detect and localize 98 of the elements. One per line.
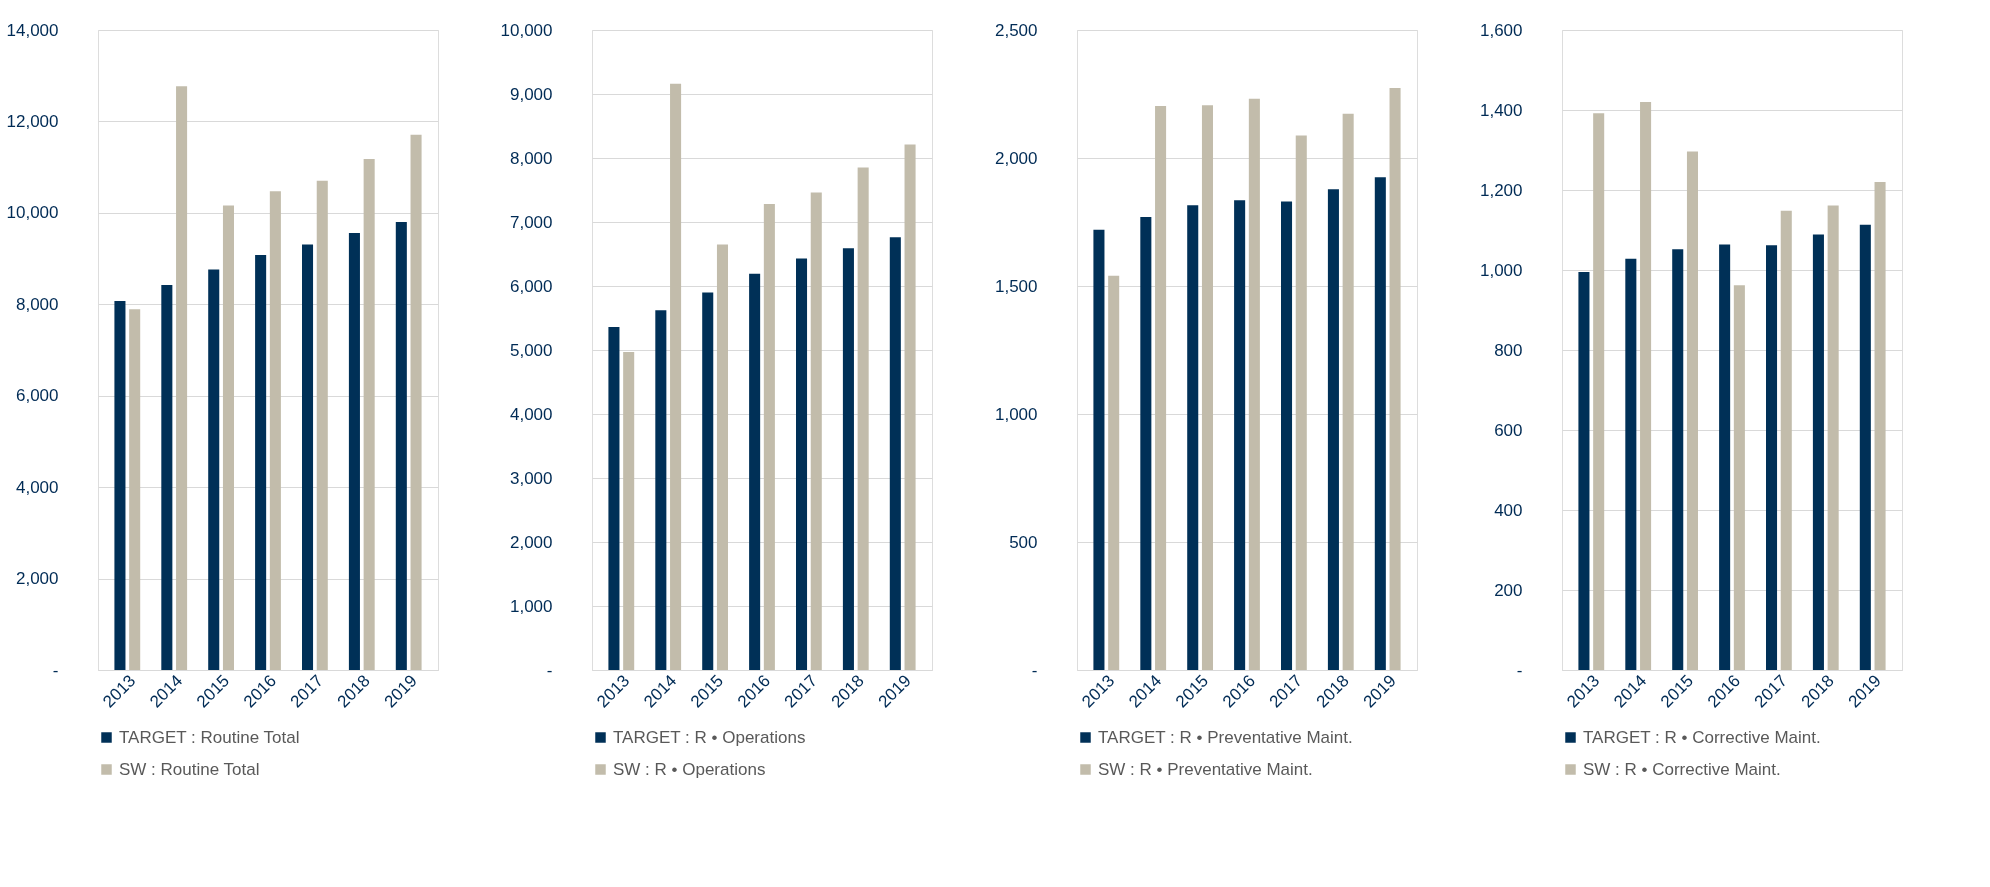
bar: [810, 192, 822, 670]
bar: [749, 273, 761, 670]
bar: [796, 258, 808, 670]
y-tick-label: 5,000: [509, 340, 553, 360]
y-tick-label: 1,000: [1479, 260, 1523, 280]
bar: [763, 204, 775, 670]
y-tick-label: -: [1516, 660, 1523, 680]
y-tick-label: 800: [1494, 340, 1523, 360]
y-tick-label: 2,500: [994, 20, 1038, 40]
bar: [1093, 229, 1105, 670]
bar: [1672, 249, 1684, 670]
bar: [1155, 106, 1167, 670]
legend-label: SW : R • Operations: [613, 759, 766, 779]
bar: [857, 167, 869, 670]
bar: [363, 158, 375, 670]
bar: [1374, 177, 1386, 670]
y-tick-label: 200: [1494, 580, 1523, 600]
bar: [1719, 244, 1731, 670]
bar: [1812, 234, 1824, 670]
y-tick-label: 6,000: [509, 276, 553, 296]
y-tick-label: 1,600: [1479, 20, 1523, 40]
y-tick-label: 400: [1494, 500, 1523, 520]
bar: [1874, 182, 1886, 670]
bar: [904, 144, 916, 670]
y-tick-label: 10,000: [500, 20, 553, 40]
bar: [716, 244, 728, 670]
y-tick-label: -: [546, 660, 553, 680]
bar: [410, 134, 422, 670]
y-tick-label: 1,000: [994, 404, 1038, 424]
legend-label: TARGET : Routine Total: [119, 727, 300, 747]
y-tick-label: 1,500: [994, 276, 1038, 296]
bar: [1201, 105, 1213, 670]
legend-label: TARGET : R • Operations: [613, 727, 806, 747]
bar: [608, 326, 620, 670]
y-tick-label: 1,400: [1479, 100, 1523, 120]
bar: [114, 301, 126, 670]
legend-label: SW : Routine Total: [119, 759, 260, 779]
legend-label: SW : R • Preventative Maint.: [1098, 759, 1313, 779]
y-tick-label: 4,000: [509, 404, 553, 424]
legend-label: TARGET : R • Preventative Maint.: [1098, 727, 1353, 747]
y-tick-label: 1,200: [1479, 180, 1523, 200]
legend-label: SW : R • Corrective Maint.: [1583, 759, 1781, 779]
y-tick-label: 2,000: [994, 148, 1038, 168]
y-tick-label: 1,000: [509, 596, 553, 616]
y-tick-label: -: [52, 660, 59, 680]
bar: [222, 205, 234, 670]
bar: [1140, 216, 1152, 670]
bar: [1780, 210, 1792, 670]
bar: [670, 83, 682, 670]
bar: [1686, 151, 1698, 670]
bar: [1733, 285, 1745, 670]
y-tick-label: 2,000: [15, 569, 59, 589]
bar: [316, 180, 328, 670]
bar: [1593, 113, 1605, 670]
bar: [1859, 224, 1871, 670]
y-tick-label: 10,000: [6, 203, 59, 223]
bar: [176, 86, 188, 670]
y-tick-label: 14,000: [6, 20, 59, 40]
y-tick-label: 3,000: [509, 468, 553, 488]
bar: [842, 248, 854, 670]
y-tick-label: 6,000: [15, 386, 59, 406]
bar: [302, 244, 314, 670]
bar: [623, 351, 635, 670]
bar: [655, 310, 667, 670]
bar: [1295, 135, 1307, 670]
legend-label: TARGET : R • Corrective Maint.: [1583, 727, 1821, 747]
y-tick-label: 500: [1009, 532, 1038, 552]
bar: [161, 285, 173, 670]
bar: [1248, 98, 1260, 670]
y-tick-label: 8,000: [509, 148, 553, 168]
bar: [702, 292, 714, 670]
y-tick-label: 12,000: [6, 111, 59, 131]
bar: [889, 237, 901, 670]
bar: [348, 232, 360, 670]
y-tick-label: 9,000: [509, 84, 553, 104]
bar: [1187, 205, 1199, 670]
bar: [1234, 200, 1246, 670]
y-tick-label: -: [1031, 660, 1038, 680]
bar: [255, 254, 267, 670]
bar: [1108, 275, 1120, 670]
bar: [1327, 189, 1339, 670]
bar: [1625, 258, 1637, 670]
bar: [1640, 102, 1652, 670]
y-tick-label: 2,000: [509, 532, 553, 552]
y-tick-label: 4,000: [15, 477, 59, 497]
y-tick-label: 8,000: [15, 294, 59, 314]
bar: [395, 222, 407, 670]
y-tick-label: 600: [1494, 420, 1523, 440]
bar: [1389, 88, 1401, 670]
bar: [129, 309, 141, 670]
bar: [1766, 245, 1778, 670]
bar: [269, 191, 281, 670]
bar: [1342, 113, 1354, 670]
bar: [208, 269, 220, 670]
bar: [1578, 272, 1590, 670]
y-tick-label: 7,000: [509, 212, 553, 232]
bar: [1827, 205, 1839, 670]
bar: [1281, 201, 1293, 670]
